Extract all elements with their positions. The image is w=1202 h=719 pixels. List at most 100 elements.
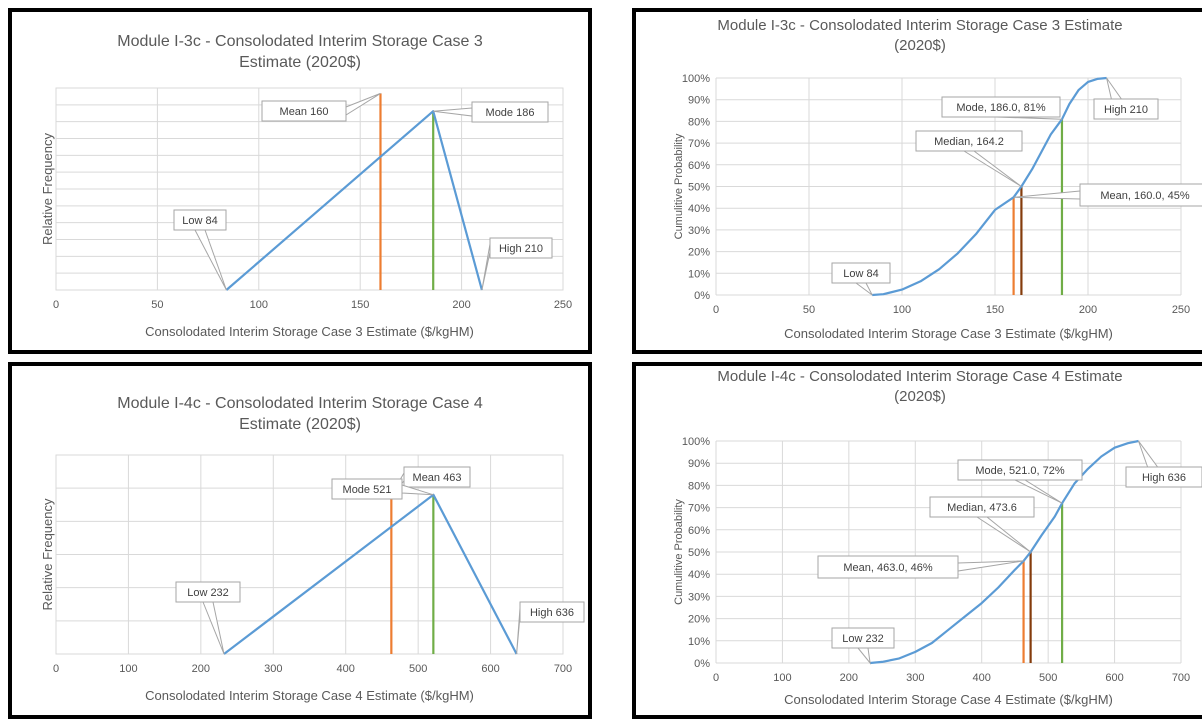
callout-box — [175, 581, 241, 603]
y-axis-label: Relative Frequency — [40, 133, 55, 245]
callout-pointer — [202, 601, 225, 655]
x-tick-label: 500 — [409, 663, 427, 675]
distribution-line — [223, 493, 518, 655]
callout-pointer — [856, 647, 871, 665]
callout-box — [403, 466, 471, 488]
y-tick-label: 20% — [688, 614, 710, 626]
x-tick-label: 100 — [250, 299, 268, 311]
callout-box — [519, 601, 585, 623]
chart-title-line: Module I-3c - Consolodated Interim Stora… — [117, 33, 483, 50]
callout-box — [1125, 466, 1202, 488]
callout-pointer — [345, 92, 381, 116]
callout-pointer — [962, 150, 1022, 187]
y-tick-label: 80% — [688, 480, 710, 492]
x-tick-label: 0 — [713, 672, 719, 684]
callout-pointer — [1106, 77, 1123, 100]
x-tick-label: 300 — [906, 672, 924, 684]
chart-title-line: (2020$) — [894, 388, 946, 405]
callout-label: Low 232 — [842, 633, 884, 645]
y-tick-label: 70% — [688, 138, 710, 150]
chart-case4-frequency: Module I-4c - Consolodated Interim Stora… — [40, 395, 585, 703]
y-tick-label: 90% — [688, 95, 710, 107]
callout-label: Mean 463 — [413, 472, 462, 484]
callout-label: High 636 — [1142, 472, 1186, 484]
y-tick-label: 30% — [688, 225, 710, 237]
callout-box — [831, 262, 891, 284]
callout-box — [817, 555, 959, 579]
callout-box — [1079, 183, 1202, 207]
y-tick-label: 50% — [688, 182, 710, 194]
x-tick-label: 700 — [1172, 672, 1190, 684]
callout-label: Mean, 160.0, 45% — [1100, 190, 1190, 202]
x-tick-label: 600 — [1105, 672, 1123, 684]
x-tick-label: 200 — [452, 299, 470, 311]
callout-label: Mean 160 — [280, 106, 329, 118]
x-tick-label: 250 — [554, 299, 572, 311]
callout-label: Mode, 521.0, 72% — [975, 465, 1065, 477]
chart-case3-frequency: Module I-3c - Consolodated Interim Stora… — [40, 33, 572, 339]
x-tick-label: 600 — [481, 663, 499, 675]
callout-pointer — [975, 516, 1031, 553]
y-tick-label: 70% — [688, 503, 710, 515]
chart-title-line: Estimate (2020$) — [239, 416, 361, 433]
y-tick-label: 0% — [694, 290, 710, 302]
y-tick-label: 90% — [688, 458, 710, 470]
chart-title-line: (2020$) — [894, 37, 946, 54]
callout-pointer — [481, 243, 491, 291]
callout-label: Mode, 186.0, 81% — [956, 102, 1046, 114]
chart-case4-cumulative: Module I-4c - Consolodated Interim Stora… — [673, 368, 1202, 707]
callout-pointer — [854, 282, 873, 296]
callout-box — [489, 237, 553, 259]
callout-box — [331, 478, 403, 500]
chart-title-line: Module I-3c - Consolodated Interim Stora… — [717, 17, 1122, 34]
y-tick-label: 60% — [688, 525, 710, 537]
callout-label: Mode 521 — [343, 484, 392, 496]
y-tick-label: 0% — [694, 658, 710, 670]
callout-label: High 210 — [499, 243, 543, 255]
y-tick-label: 40% — [688, 569, 710, 581]
callout-label: High 210 — [1104, 104, 1148, 116]
y-tick-label: 80% — [688, 116, 710, 128]
x-axis-label: Consolodated Interim Storage Case 3 Esti… — [145, 324, 474, 339]
x-tick-label: 700 — [554, 663, 572, 675]
x-tick-label: 500 — [1039, 672, 1057, 684]
x-tick-label: 400 — [973, 672, 991, 684]
chart-case3-cumulative: Module I-3c - Consolodated Interim Stora… — [673, 17, 1202, 341]
x-tick-label: 200 — [840, 672, 858, 684]
callout-box — [261, 100, 347, 122]
x-tick-label: 50 — [151, 299, 163, 311]
x-tick-label: 0 — [53, 299, 59, 311]
y-axis-label: Cumulitive Probability — [673, 499, 685, 605]
x-tick-label: 100 — [119, 663, 137, 675]
chart-title-line: Module I-4c - Consolodated Interim Stora… — [117, 395, 483, 412]
x-tick-label: 100 — [773, 672, 791, 684]
callout-label: Median, 473.6 — [947, 502, 1017, 514]
y-tick-label: 60% — [688, 160, 710, 172]
callout-box — [941, 96, 1061, 118]
x-axis-label: Consolodated Interim Storage Case 4 Esti… — [784, 692, 1113, 707]
callout-pointer — [1013, 190, 1081, 200]
y-tick-label: 30% — [688, 591, 710, 603]
chart-panel-case3-frequency: Module I-3c - Consolodated Interim Stora… — [8, 8, 592, 354]
x-tick-label: 150 — [351, 299, 369, 311]
y-tick-label: 20% — [688, 247, 710, 259]
chart-title-line: Estimate (2020$) — [239, 54, 361, 71]
callout-box — [173, 209, 227, 231]
callout-label: High 636 — [530, 607, 574, 619]
chart-title-line: Module I-4c - Consolodated Interim Stora… — [717, 368, 1122, 385]
x-axis-label: Consolodated Interim Storage Case 4 Esti… — [145, 688, 474, 703]
callout-label: Mean, 463.0, 46% — [843, 562, 933, 574]
y-tick-label: 100% — [682, 436, 710, 448]
callout-label: Low 84 — [843, 268, 878, 280]
callout-box — [915, 130, 1023, 152]
chart-panel-case4-frequency: Module I-4c - Consolodated Interim Stora… — [8, 362, 592, 719]
callout-label: Mode 186 — [486, 107, 535, 119]
callout-pointer — [433, 107, 473, 117]
x-tick-label: 0 — [713, 304, 719, 316]
distribution-line — [872, 76, 1107, 297]
callout-box — [1093, 98, 1159, 120]
y-tick-label: 40% — [688, 203, 710, 215]
callout-label: Low 84 — [182, 215, 217, 227]
x-tick-label: 400 — [337, 663, 355, 675]
y-tick-label: 10% — [688, 636, 710, 648]
